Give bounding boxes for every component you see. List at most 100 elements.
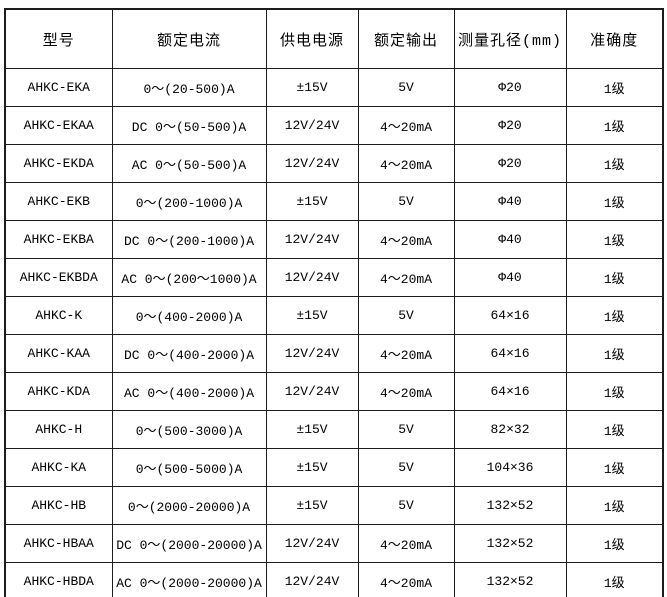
table-cell: 1级 [565,524,664,563]
table-cell: 1级 [565,372,664,411]
table-cell: 4～20mA [357,144,455,183]
table-cell: AC 0～(400-2000)A [111,372,267,411]
table-cell: 0～(500-5000)A [111,448,267,487]
table-cell: Φ20 [453,144,567,183]
table-cell: ±15V [265,448,359,487]
column-header-5: 准确度 [565,8,664,69]
table-cell: 1级 [565,486,664,525]
table-cell: 64×16 [453,334,567,373]
table-cell: 0～(400-2000)A [111,296,267,335]
model-cell: AHKC-K [4,296,113,335]
table-cell: Φ20 [453,68,567,107]
column-header-2: 供电电源 [265,8,359,69]
table-row: AHKC-EKBDA AC 0～(200～1000)A 12V/24V 4～20mA Φ… [4,258,664,297]
table-row: AHKC-KDA AC 0～(400-2000)A 12V/24V 4～20mA 64×… [4,372,664,411]
table-cell: 132×52 [453,524,567,563]
column-header-0: 型号 [4,8,113,69]
table-cell: ±15V [265,68,359,107]
model-cell: AHKC-EKBDA [4,258,113,297]
table-row: AHKC-HBAA DC 0～(2000-20000)A 12V/24V 4～20mA… [4,524,664,563]
table-cell: 12V/24V [265,562,359,597]
model-cell: AHKC-EKAA [4,106,113,145]
table-cell: Φ40 [453,182,567,221]
table-cell: 4～20mA [357,220,455,259]
table-cell: 0～(500-3000)A [111,410,267,449]
table-cell: 12V/24V [265,524,359,563]
product-spec-table: 型号 额定电流 供电电源 额定输出 测量孔径(mm) 准确度 AHKC-EKA 0～(20-… [4,8,664,597]
column-header-1: 额定电流 [111,8,267,69]
table-header-row: 型号 额定电流 供电电源 额定输出 测量孔径(mm) 准确度 [4,8,664,69]
table-cell: 132×52 [453,562,567,597]
table-cell: 132×52 [453,486,567,525]
model-cell: AHKC-KAA [4,334,113,373]
table-cell: ±15V [265,486,359,525]
table-row: AHKC-EKA 0～(20-500)A ±15V 5V Φ20 1级 [4,68,664,107]
table-cell: 4～20mA [357,524,455,563]
table-cell: 4～20mA [357,106,455,145]
table-row: AHKC-K 0～(400-2000)A ±15V 5V 64×16 1级 [4,296,664,335]
table-cell: 12V/24V [265,144,359,183]
table-row: AHKC-EKAA DC 0～(50-500)A 12V/24V 4～20mA Φ20 1… [4,106,664,145]
model-cell: AHKC-HBDA [4,562,113,597]
table-cell: 12V/24V [265,258,359,297]
table-cell: 12V/24V [265,334,359,373]
table-cell: 1级 [565,68,664,107]
table-row: AHKC-EKBA DC 0～(200-1000)A 12V/24V 4～20mA Φ4… [4,220,664,259]
table-cell: 4～20mA [357,372,455,411]
table-cell: DC 0～(400-2000)A [111,334,267,373]
table-cell: 1级 [565,144,664,183]
table-cell: 0～(200-1000)A [111,182,267,221]
model-cell: AHKC-HBAA [4,524,113,563]
table-cell: 5V [357,296,455,335]
table-cell: 12V/24V [265,372,359,411]
model-cell: AHKC-EKB [4,182,113,221]
table-cell: AC 0～(50-500)A [111,144,267,183]
table-cell: AC 0～(200～1000)A [111,258,267,297]
model-cell: AHKC-EKA [4,68,113,107]
table-cell: AC 0～(2000-20000)A [111,562,267,597]
table-cell: ±15V [265,182,359,221]
table-cell: 4～20mA [357,258,455,297]
model-cell: AHKC-KA [4,448,113,487]
table-cell: 1级 [565,296,664,335]
table-cell: 1级 [565,182,664,221]
table-cell: ±15V [265,410,359,449]
table-cell: 5V [357,182,455,221]
table-cell: 1级 [565,106,664,145]
table-row: AHKC-EKB 0～(200-1000)A ±15V 5V Φ40 1级 [4,182,664,221]
table-cell: 64×16 [453,372,567,411]
table-cell: 4～20mA [357,334,455,373]
table-row: AHKC-KAA DC 0～(400-2000)A 12V/24V 4～20mA 64×… [4,334,664,373]
table-cell: 5V [357,68,455,107]
table-cell: Φ20 [453,106,567,145]
table-cell: 82×32 [453,410,567,449]
table-cell: 1级 [565,258,664,297]
table-cell: 4～20mA [357,562,455,597]
table-cell: 12V/24V [265,220,359,259]
table-cell: 1级 [565,448,664,487]
table-cell: Φ40 [453,258,567,297]
table-row: AHKC-HB 0～(2000-20000)A ±15V 5V 132×52 1级 [4,486,664,525]
table-row: AHKC-EKDA AC 0～(50-500)A 12V/24V 4～20mA Φ20 1… [4,144,664,183]
table-cell: 5V [357,448,455,487]
column-header-3: 额定输出 [357,8,455,69]
table-cell: 0～(2000-20000)A [111,486,267,525]
table-cell: 1级 [565,220,664,259]
table-cell: 64×16 [453,296,567,335]
table-row: AHKC-H 0～(500-3000)A ±15V 5V 82×32 1级 [4,410,664,449]
table-cell: 5V [357,486,455,525]
table-cell: 1级 [565,562,664,597]
table-cell: 104×36 [453,448,567,487]
model-cell: AHKC-KDA [4,372,113,411]
model-cell: AHKC-H [4,410,113,449]
table-cell: 1级 [565,334,664,373]
table-cell: 12V/24V [265,106,359,145]
table-cell: 0～(20-500)A [111,68,267,107]
table-cell: ±15V [265,296,359,335]
model-cell: AHKC-HB [4,486,113,525]
model-cell: AHKC-EKBA [4,220,113,259]
table-cell: DC 0～(50-500)A [111,106,267,145]
column-header-4: 测量孔径(mm) [453,8,567,69]
table-cell: 1级 [565,410,664,449]
